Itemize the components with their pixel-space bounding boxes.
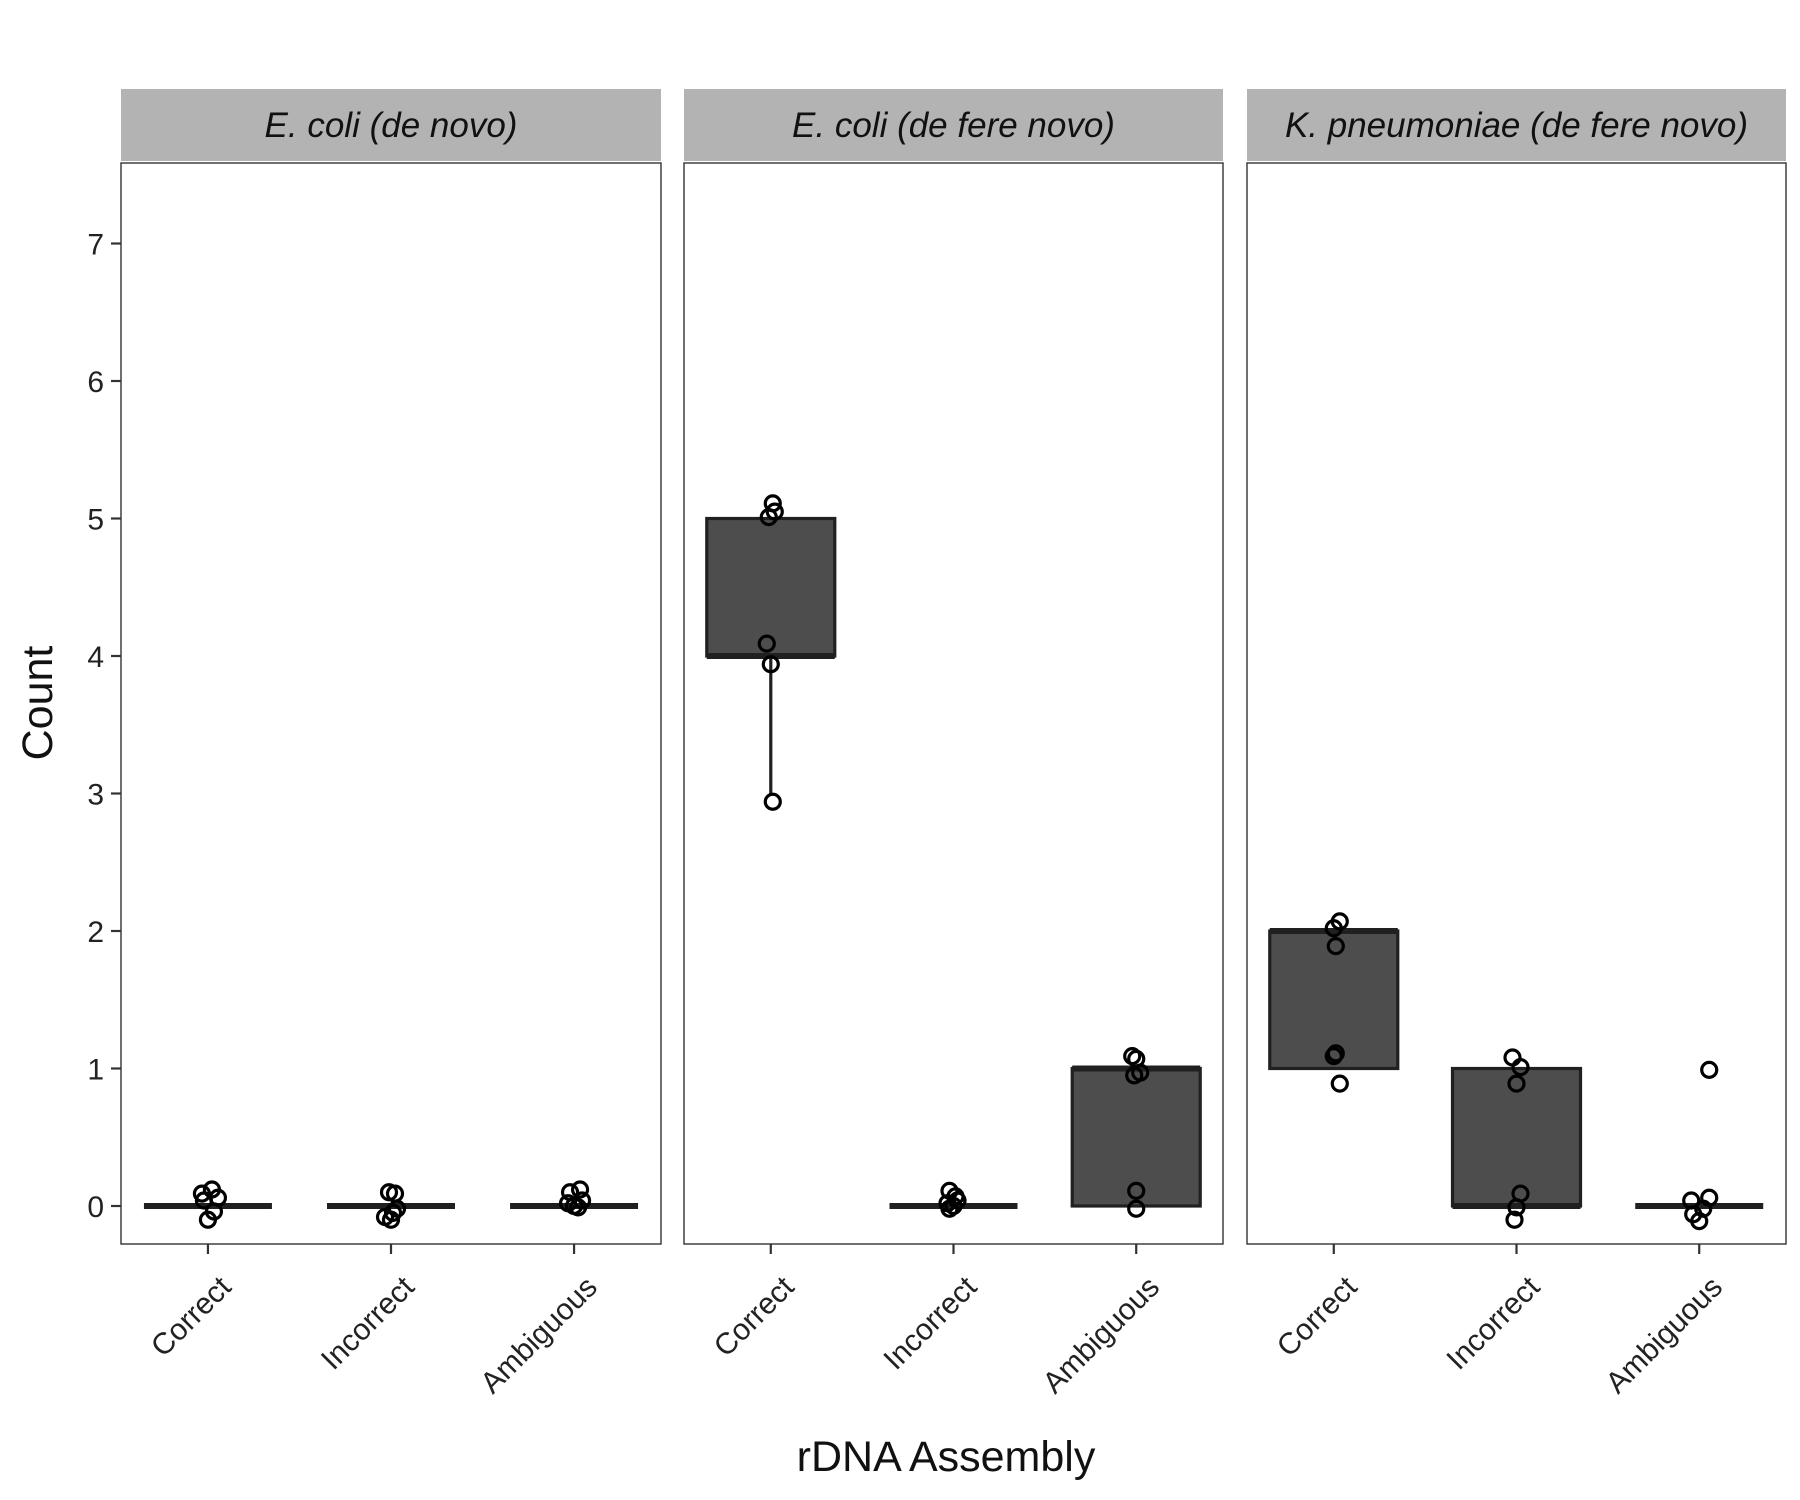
- y-axis: 0 1 2 3 4 5 6 7: [87, 229, 121, 1224]
- panel-strip: [121, 89, 661, 161]
- panels-layer: E. coli (de novo) Correct Incorrect Ambiguo…: [120, 89, 1787, 1400]
- panel-plot-area: [120, 162, 662, 1245]
- panel-3: K. pneumoniae (de fere novo) Correct Incor…: [1246, 89, 1787, 1400]
- x-tick-label: Ambiguous: [1600, 1270, 1729, 1399]
- y-tick-label: 3: [87, 779, 104, 812]
- data-point: [1507, 1074, 1526, 1093]
- data-point: [1505, 1210, 1524, 1229]
- box-body: [1450, 1066, 1583, 1208]
- data-point: [570, 1180, 590, 1199]
- data-point: [1700, 1060, 1719, 1079]
- panel-2: E. coli (de fere novo) Correct Incorrect Am…: [683, 89, 1224, 1400]
- box-correct: [143, 1180, 272, 1229]
- data-point: [1324, 919, 1343, 938]
- data-point: [1507, 1198, 1526, 1217]
- data-point: [763, 792, 782, 811]
- panel-strip: [684, 89, 1223, 161]
- data-point: [1127, 1181, 1146, 1200]
- box-correct: [1268, 912, 1400, 1093]
- x-tick-label: Correct: [708, 1270, 801, 1363]
- data-point: [1330, 1074, 1349, 1093]
- box-ambiguous: [1635, 1060, 1764, 1231]
- data-point: [198, 1210, 218, 1229]
- data-point: [761, 655, 780, 674]
- x-tick-label: Correct: [145, 1270, 238, 1363]
- panel-title: K. pneumoniae (de fere novo): [1285, 106, 1748, 145]
- data-point: [381, 1210, 401, 1229]
- panel-strip: [1247, 89, 1786, 161]
- box-correct: [705, 494, 837, 811]
- y-axis-title: Count: [14, 646, 62, 761]
- box-ambiguous: [510, 1180, 639, 1217]
- x-tick-label: Incorrect: [877, 1270, 983, 1376]
- data-point: [757, 634, 776, 653]
- panel-title: E. coli (de fere novo): [792, 106, 1115, 145]
- y-tick-label: 1: [87, 1054, 104, 1087]
- x-tick-label: Ambiguous: [1037, 1270, 1166, 1399]
- x-tick-label: Correct: [1271, 1270, 1364, 1363]
- panel-1: E. coli (de novo) Correct Incorrect Ambiguo…: [120, 89, 662, 1400]
- box-incorrect: [327, 1183, 455, 1229]
- box-incorrect: [1450, 1048, 1583, 1229]
- x-tick-label: Ambiguous: [474, 1270, 603, 1399]
- y-tick-label: 0: [87, 1191, 104, 1224]
- data-point: [1690, 1212, 1709, 1231]
- y-tick-label: 6: [87, 366, 104, 399]
- data-point: [568, 1198, 588, 1217]
- data-point: [759, 508, 778, 527]
- x-tick-label: Incorrect: [1440, 1270, 1546, 1376]
- data-point: [1127, 1199, 1146, 1218]
- panel-title: E. coli (de novo): [265, 106, 518, 145]
- box-ambiguous: [1070, 1047, 1202, 1218]
- data-point: [1326, 937, 1345, 956]
- y-tick-label: 2: [87, 916, 104, 949]
- data-point: [940, 1199, 959, 1218]
- x-tick-label: Incorrect: [315, 1270, 421, 1376]
- x-axis-title: rDNA Assembly: [797, 1433, 1096, 1481]
- y-tick-label: 5: [87, 504, 104, 537]
- y-tick-label: 4: [87, 641, 104, 674]
- box-body: [705, 516, 837, 658]
- data-point: [1125, 1066, 1144, 1085]
- box-body: [1070, 1066, 1202, 1208]
- y-tick-label: 7: [87, 229, 104, 262]
- data-point: [194, 1191, 214, 1210]
- data-point: [1324, 1047, 1343, 1066]
- data-point: [1511, 1058, 1530, 1077]
- box-incorrect: [889, 1181, 1018, 1218]
